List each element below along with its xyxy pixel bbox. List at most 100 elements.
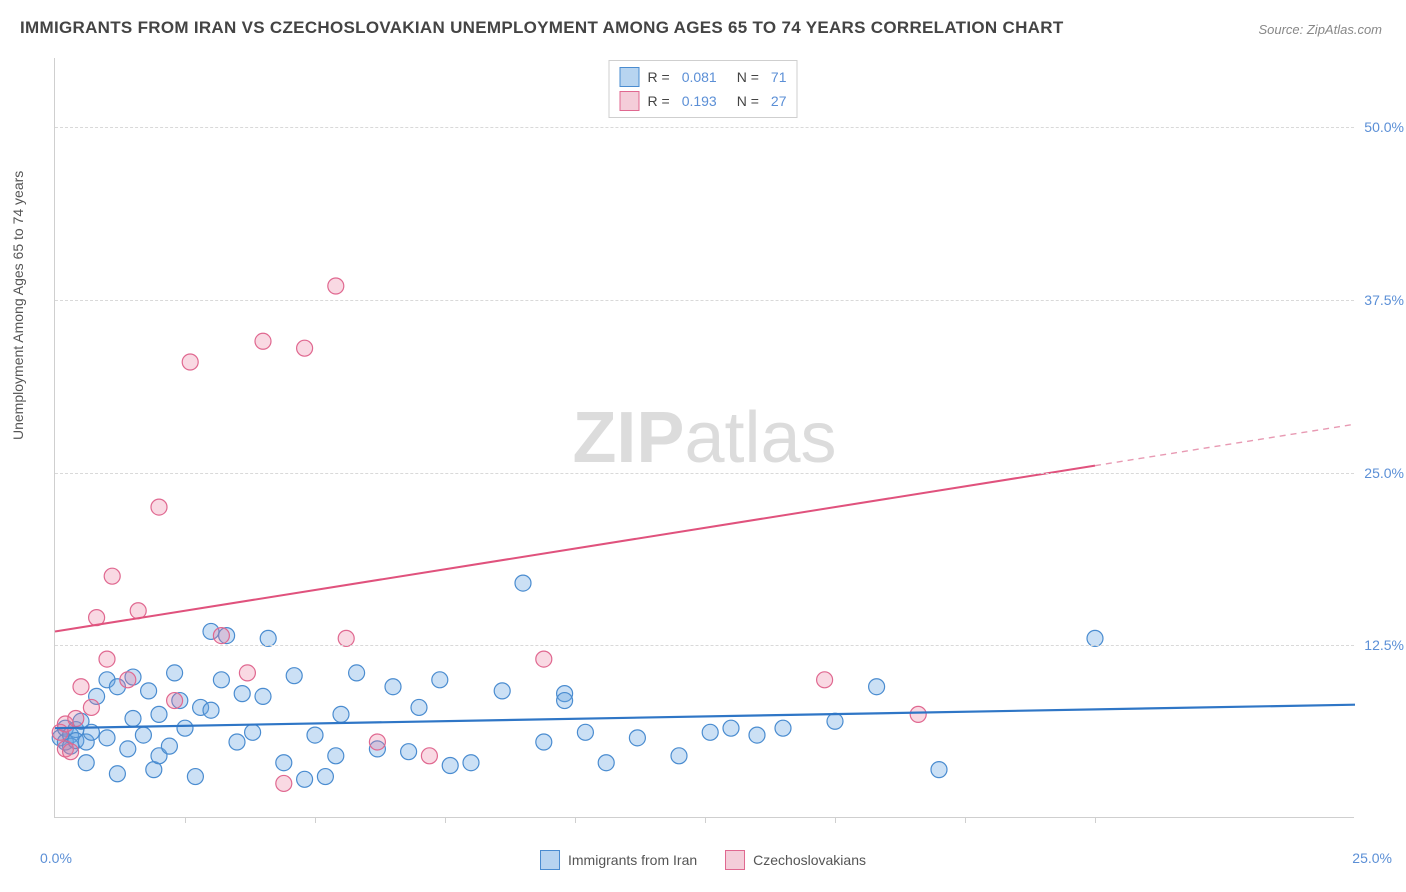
trend-line-pink	[55, 466, 1095, 632]
trend-line-pink-dashed	[1095, 424, 1355, 465]
point-blue	[749, 727, 765, 743]
point-blue	[167, 665, 183, 681]
point-blue	[234, 686, 250, 702]
plot-area: ZIPatlas 12.5%25.0%37.5%50.0%	[54, 58, 1354, 818]
point-pink	[213, 628, 229, 644]
point-blue	[333, 706, 349, 722]
chart-svg	[55, 58, 1354, 817]
point-blue	[869, 679, 885, 695]
point-blue	[120, 741, 136, 757]
x-tick	[705, 817, 706, 823]
point-pink	[151, 499, 167, 515]
point-pink	[536, 651, 552, 667]
legend-n-value-pink: 27	[771, 89, 787, 113]
legend-swatch-pink	[725, 850, 745, 870]
point-pink	[68, 711, 84, 727]
point-blue	[317, 769, 333, 785]
point-blue	[411, 699, 427, 715]
point-pink	[167, 693, 183, 709]
bottom-legend-item-pink: Czechoslovakians	[725, 850, 866, 870]
y-tick-label: 25.0%	[1364, 465, 1404, 481]
x-tick	[835, 817, 836, 823]
legend-box: R = 0.081 N = 71 R = 0.193 N = 27	[609, 60, 798, 118]
point-blue	[1087, 630, 1103, 646]
point-blue	[286, 668, 302, 684]
point-blue	[99, 730, 115, 746]
point-pink	[73, 679, 89, 695]
x-tick	[1095, 817, 1096, 823]
x-tick	[185, 817, 186, 823]
point-blue	[229, 734, 245, 750]
point-pink	[99, 651, 115, 667]
point-blue	[213, 672, 229, 688]
x-max-label: 25.0%	[1352, 850, 1392, 866]
point-pink	[83, 699, 99, 715]
source-label: Source: ZipAtlas.com	[1258, 22, 1382, 37]
bottom-legend-item-blue: Immigrants from Iran	[540, 850, 697, 870]
point-pink	[421, 748, 437, 764]
y-tick-label: 12.5%	[1364, 637, 1404, 653]
point-blue	[442, 757, 458, 773]
legend-swatch-blue	[540, 850, 560, 870]
y-tick-label: 50.0%	[1364, 119, 1404, 135]
point-blue	[463, 755, 479, 771]
legend-r-label: R =	[648, 89, 670, 113]
x-tick	[965, 817, 966, 823]
point-blue	[515, 575, 531, 591]
point-blue	[187, 769, 203, 785]
x-tick	[315, 817, 316, 823]
point-blue	[260, 630, 276, 646]
x-tick	[445, 817, 446, 823]
gridline	[55, 473, 1354, 474]
x-origin-label: 0.0%	[40, 850, 72, 866]
point-blue	[775, 720, 791, 736]
point-blue	[931, 762, 947, 778]
point-blue	[307, 727, 323, 743]
legend-swatch-pink	[620, 91, 640, 111]
point-blue	[598, 755, 614, 771]
point-blue	[177, 720, 193, 736]
legend-row-blue: R = 0.081 N = 71	[620, 65, 787, 89]
bottom-legend-label: Immigrants from Iran	[568, 852, 697, 868]
point-blue	[557, 693, 573, 709]
point-blue	[536, 734, 552, 750]
point-blue	[702, 724, 718, 740]
legend-n-value-blue: 71	[771, 65, 787, 89]
point-pink	[104, 568, 120, 584]
legend-swatch-blue	[620, 67, 640, 87]
y-tick-label: 37.5%	[1364, 292, 1404, 308]
legend-row-pink: R = 0.193 N = 27	[620, 89, 787, 113]
point-blue	[255, 688, 271, 704]
legend-r-label: R =	[648, 65, 670, 89]
point-blue	[161, 738, 177, 754]
chart-title: IMMIGRANTS FROM IRAN VS CZECHOSLOVAKIAN …	[20, 18, 1064, 38]
point-pink	[276, 775, 292, 791]
gridline	[55, 645, 1354, 646]
point-pink	[255, 333, 271, 349]
point-blue	[125, 711, 141, 727]
point-blue	[671, 748, 687, 764]
point-blue	[494, 683, 510, 699]
x-tick	[575, 817, 576, 823]
point-blue	[297, 771, 313, 787]
point-pink	[369, 734, 385, 750]
bottom-legend: Immigrants from Iran Czechoslovakians	[540, 850, 866, 870]
legend-n-label: N =	[737, 65, 759, 89]
point-blue	[78, 755, 94, 771]
point-blue	[827, 713, 843, 729]
point-blue	[276, 755, 292, 771]
point-pink	[239, 665, 255, 681]
point-blue	[328, 748, 344, 764]
point-blue	[109, 766, 125, 782]
point-blue	[723, 720, 739, 736]
point-blue	[401, 744, 417, 760]
legend-r-value-pink: 0.193	[682, 89, 717, 113]
gridline	[55, 300, 1354, 301]
point-blue	[141, 683, 157, 699]
legend-r-value-blue: 0.081	[682, 65, 717, 89]
point-pink	[63, 744, 79, 760]
point-pink	[817, 672, 833, 688]
point-pink	[182, 354, 198, 370]
point-blue	[349, 665, 365, 681]
legend-n-label: N =	[737, 89, 759, 113]
